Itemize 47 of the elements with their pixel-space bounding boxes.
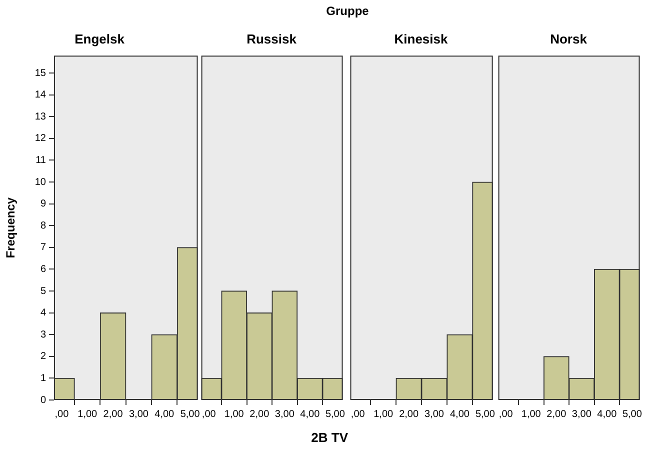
y-axis-title: Frequency [4, 197, 18, 258]
y-tick-label: 15 [34, 68, 46, 79]
x-tick-label: 4,00 [154, 408, 175, 420]
x-tick-label: 5,00 [180, 408, 200, 420]
x-tick-label: 2,00 [103, 408, 124, 420]
y-tick-label: 5 [40, 286, 46, 297]
x-tick-label: ,00 [202, 408, 216, 420]
y-tick-label: 0 [40, 394, 46, 406]
y-tick-label: 3 [40, 329, 46, 340]
x-tick-label: ,00 [54, 408, 70, 420]
x-tick-label: 2,00 [250, 408, 270, 420]
y-tick-label: 7 [40, 242, 46, 254]
y-tick-label: 10 [34, 176, 46, 188]
x-tick-label: 2,00 [546, 408, 567, 420]
x-tick-label: 4,00 [300, 408, 320, 420]
chart-title: Russisk [246, 31, 298, 46]
y-tick-label: 12 [34, 133, 46, 144]
text: Gruppe [325, 4, 370, 18]
x-tick-label: 4,00 [597, 408, 618, 420]
y-tick-label: 6 [40, 264, 46, 275]
y-tick-label: 8 [40, 220, 46, 232]
x-tick-label: 4,00 [450, 408, 470, 420]
y-tick-label: 1 [40, 372, 46, 384]
chart-title: Engelsk [74, 31, 126, 46]
x-tick-label: 1,00 [374, 408, 394, 420]
x-tick-label: 3,00 [274, 408, 295, 420]
x-tick-label: 1,00 [78, 408, 98, 420]
x-tick-label: 3,00 [128, 408, 149, 420]
x-tick-label: 5,00 [475, 408, 496, 420]
x-tick-label: ,00 [350, 408, 366, 420]
chart-title: Norsk [550, 31, 588, 46]
x-axis-title: 2B TV [311, 430, 348, 445]
y-tick-label: 14 [34, 90, 46, 101]
chart-title: Kinesisk [394, 31, 448, 46]
x-tick-label: 2,00 [399, 408, 419, 420]
y-tick-label: 4 [40, 308, 46, 319]
x-tick-label: ,00 [498, 408, 514, 420]
x-tick-label: 3,00 [572, 408, 592, 420]
y-tick-label: 13 [34, 111, 46, 122]
y-tick-label: 9 [40, 198, 46, 210]
x-tick-label: 3,00 [424, 408, 444, 420]
y-tick-label: 2 [40, 351, 46, 362]
y-tick-label: 11 [36, 154, 46, 166]
x-tick-label: 5,00 [622, 408, 642, 420]
x-tick-label: 1,00 [521, 408, 542, 420]
x-tick-label: 1,00 [224, 408, 244, 420]
x-tick-label: 5,00 [325, 408, 346, 420]
